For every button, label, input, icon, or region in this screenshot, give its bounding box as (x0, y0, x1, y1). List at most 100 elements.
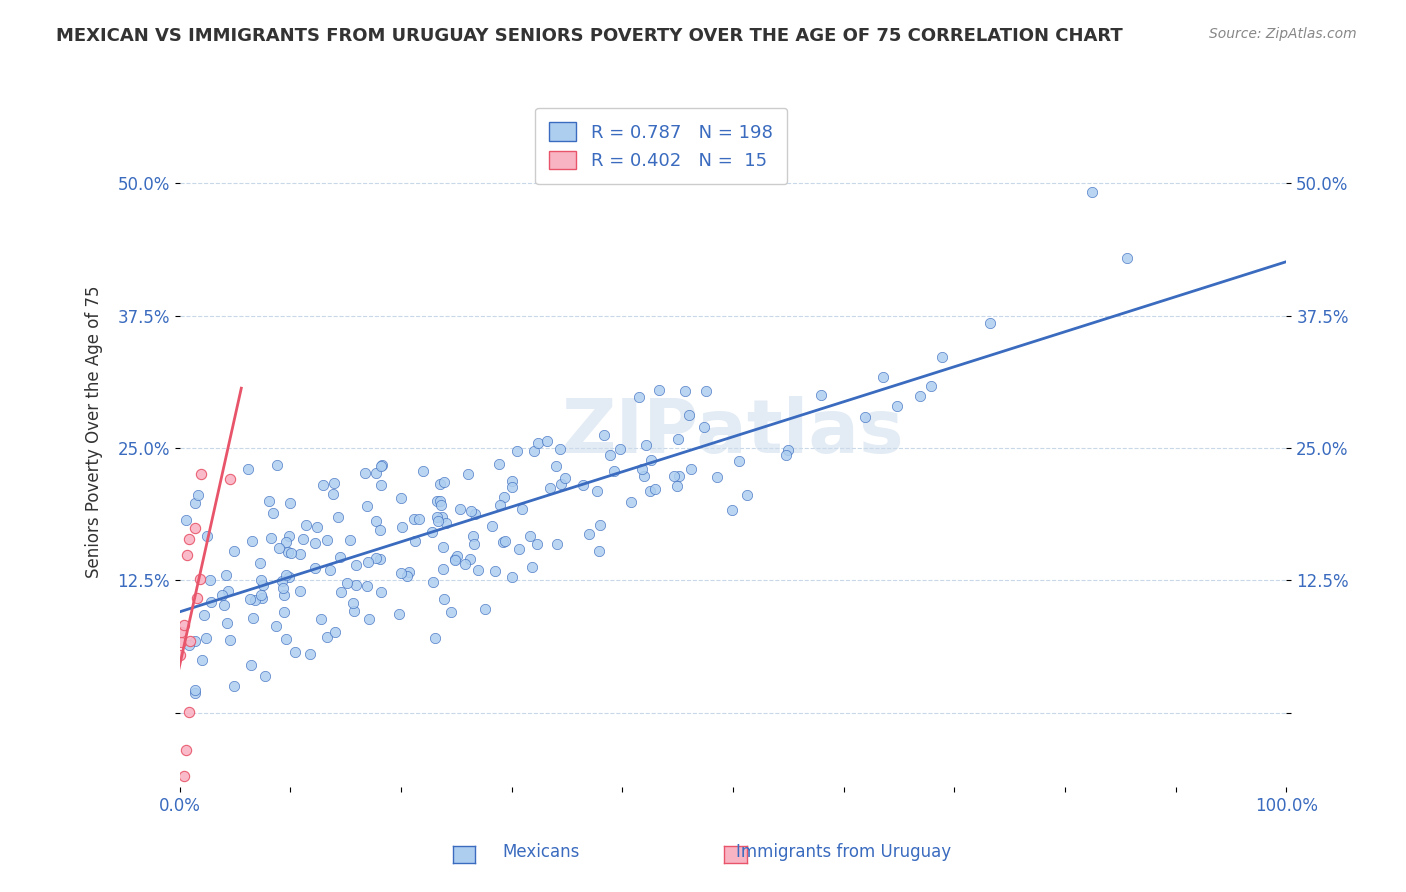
Point (356, 579, 378, 593)
Point (344, 578, 367, 592)
Point (494, 490, 516, 504)
Point (675, 384, 697, 399)
Point (262, 506, 284, 520)
Point (364, 514, 387, 528)
Point (920, 379, 942, 393)
Point (519, 529, 541, 543)
Point (398, 565, 420, 579)
Point (589, 518, 612, 533)
Point (695, 384, 717, 399)
Point (425, 631, 447, 645)
Point (215, 568, 238, 582)
Point (329, 549, 352, 564)
Point (853, 410, 876, 425)
Point (631, 462, 654, 476)
Point (520, 559, 543, 574)
Point (481, 519, 503, 533)
Point (239, 657, 262, 672)
Point (295, 517, 318, 532)
Point (177, 705, 200, 719)
Text: Source: ZipAtlas.com: Source: ZipAtlas.com (1209, 27, 1357, 41)
Point (364, 550, 387, 565)
Point (190, 467, 212, 481)
Point (328, 509, 350, 524)
Point (501, 480, 523, 494)
Point (721, 503, 744, 517)
Point (274, 632, 297, 646)
Point (330, 585, 353, 599)
Point (422, 574, 444, 589)
Point (179, 634, 201, 648)
Point (440, 605, 463, 619)
Point (391, 491, 413, 505)
Point (457, 467, 479, 481)
Point (274, 567, 297, 582)
Point (339, 533, 361, 548)
Point (627, 391, 650, 405)
Point (218, 632, 240, 647)
Point (638, 484, 661, 499)
Point (259, 493, 281, 508)
Point (586, 483, 609, 498)
Point (489, 498, 512, 512)
Point (304, 536, 326, 550)
Point (602, 464, 624, 478)
Point (322, 487, 344, 501)
Point (357, 612, 380, 626)
Point (322, 475, 344, 490)
Point (979, 316, 1001, 330)
Point (224, 544, 246, 558)
Point (886, 399, 908, 413)
Point (446, 549, 468, 564)
Point (396, 569, 419, 583)
Point (194, 631, 217, 645)
Point (444, 552, 467, 566)
Point (599, 448, 621, 462)
Point (370, 478, 392, 492)
Point (266, 619, 288, 633)
Point (342, 595, 364, 609)
Point (184, 683, 207, 698)
Point (277, 570, 299, 584)
Point (461, 528, 484, 542)
Point (177, 638, 200, 652)
Text: MEXICAN VS IMMIGRANTS FROM URUGUAY SENIORS POVERTY OVER THE AGE OF 75 CORRELATIO: MEXICAN VS IMMIGRANTS FROM URUGUAY SENIO… (56, 27, 1123, 45)
Point (429, 494, 451, 508)
Point (249, 556, 271, 570)
Point (169, 625, 191, 640)
Point (356, 499, 378, 513)
Point (357, 555, 380, 569)
Point (426, 509, 449, 524)
Point (546, 458, 568, 473)
Point (288, 584, 311, 599)
Point (523, 444, 546, 458)
Text: Immigrants from Uruguay: Immigrants from Uruguay (735, 843, 952, 861)
Point (467, 563, 489, 577)
Point (238, 462, 260, 476)
Point (240, 533, 263, 548)
Point (364, 466, 387, 480)
Point (307, 520, 329, 534)
Point (239, 592, 262, 607)
Point (668, 469, 690, 483)
Point (506, 443, 529, 458)
Point (593, 427, 616, 442)
Point (242, 611, 264, 625)
Point (546, 537, 568, 551)
Point (270, 574, 292, 589)
Point (169, 648, 191, 662)
Point (931, 351, 953, 365)
Point (1116, 251, 1139, 265)
Point (872, 370, 894, 384)
Point (200, 594, 222, 608)
Point (371, 458, 394, 472)
Text: Mexicans: Mexicans (502, 843, 581, 861)
Point (404, 512, 426, 526)
Point (422, 525, 444, 540)
Point (463, 537, 485, 551)
Point (260, 532, 283, 546)
Point (526, 537, 548, 551)
Point (432, 540, 454, 554)
Point (449, 502, 471, 516)
Point (588, 543, 610, 558)
